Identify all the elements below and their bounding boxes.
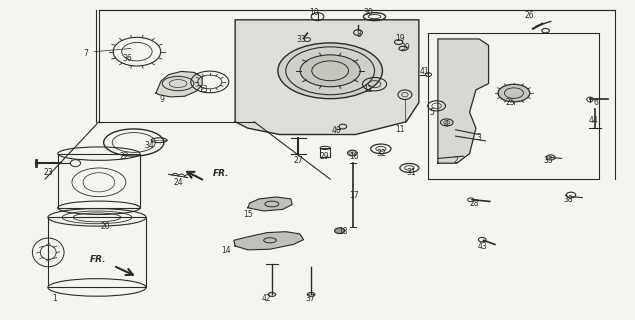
Text: 3: 3 — [477, 133, 481, 142]
Text: 4: 4 — [444, 120, 448, 130]
Bar — [429, 33, 599, 179]
Text: 15: 15 — [243, 210, 253, 219]
Text: 43: 43 — [478, 242, 487, 251]
Text: FR.: FR. — [90, 255, 106, 264]
Bar — [48, 217, 147, 287]
Text: 29: 29 — [319, 152, 329, 161]
Text: 5: 5 — [429, 108, 434, 117]
Text: 40: 40 — [331, 126, 342, 135]
Text: 12: 12 — [363, 85, 373, 94]
Text: 23: 23 — [43, 168, 53, 177]
Bar — [320, 148, 330, 157]
Text: 30: 30 — [363, 8, 373, 17]
Polygon shape — [248, 197, 292, 211]
Text: 6: 6 — [594, 98, 599, 107]
Text: 1: 1 — [52, 294, 57, 303]
Text: 44: 44 — [588, 116, 598, 125]
Text: 20: 20 — [100, 222, 110, 231]
Text: 8: 8 — [356, 30, 361, 39]
Text: 19: 19 — [395, 34, 404, 43]
Text: FR.: FR. — [212, 169, 229, 178]
Polygon shape — [234, 232, 304, 250]
Text: 25: 25 — [506, 98, 516, 107]
Text: 39: 39 — [400, 43, 410, 52]
Ellipse shape — [278, 43, 382, 99]
Text: 28: 28 — [470, 198, 479, 207]
Text: 2: 2 — [453, 156, 458, 164]
Ellipse shape — [300, 55, 360, 87]
Text: 38: 38 — [563, 195, 573, 204]
Text: 16: 16 — [349, 152, 359, 161]
Text: 18: 18 — [338, 227, 347, 236]
Text: 37: 37 — [305, 294, 315, 303]
Polygon shape — [235, 20, 419, 134]
Text: 9: 9 — [160, 95, 164, 104]
Text: 7: 7 — [84, 49, 89, 58]
Text: 34: 34 — [145, 141, 154, 150]
Text: 26: 26 — [525, 12, 535, 20]
Text: 22: 22 — [119, 152, 129, 161]
Text: 33: 33 — [297, 35, 307, 44]
Ellipse shape — [498, 84, 530, 102]
Bar — [58, 154, 140, 208]
Text: 11: 11 — [395, 125, 404, 134]
Polygon shape — [438, 39, 488, 163]
Text: 42: 42 — [262, 294, 272, 303]
Ellipse shape — [335, 228, 345, 234]
Text: 27: 27 — [293, 156, 304, 164]
Text: 41: 41 — [419, 67, 429, 76]
Text: 17: 17 — [349, 190, 359, 200]
Text: 24: 24 — [173, 178, 183, 187]
Text: 10: 10 — [309, 8, 319, 17]
Text: 31: 31 — [406, 168, 416, 177]
Text: 36: 36 — [123, 53, 132, 62]
Text: 13: 13 — [199, 85, 208, 94]
Text: 14: 14 — [221, 246, 231, 255]
Text: 32: 32 — [376, 149, 385, 158]
Ellipse shape — [347, 150, 357, 156]
Polygon shape — [156, 71, 202, 97]
Text: 35: 35 — [544, 156, 554, 164]
